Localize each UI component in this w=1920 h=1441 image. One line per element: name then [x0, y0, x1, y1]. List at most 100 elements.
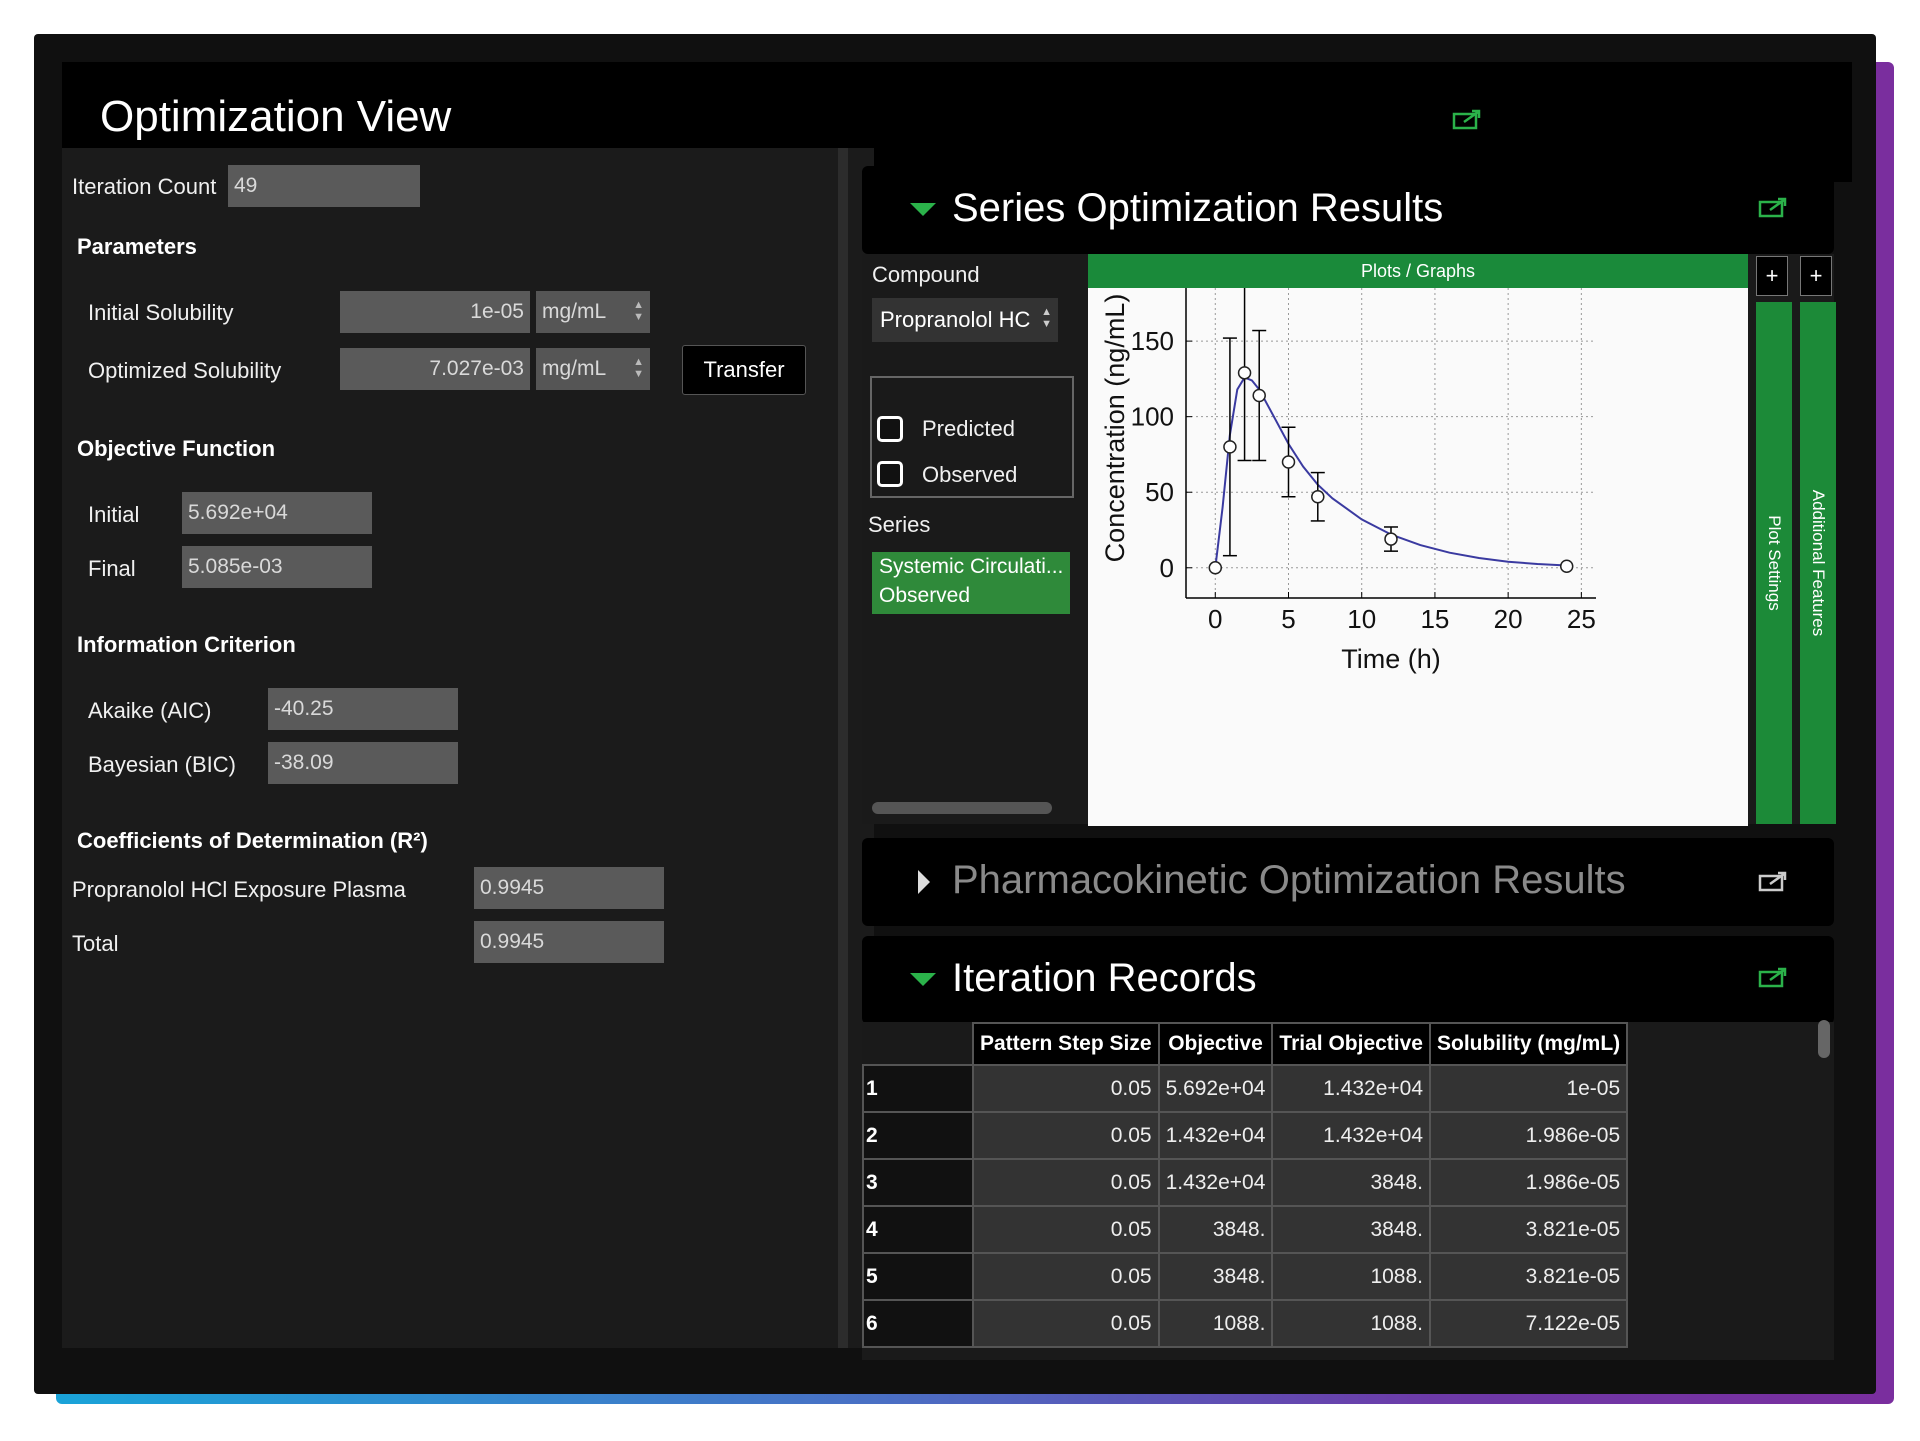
column-header[interactable]: Trial Objective: [1271, 1022, 1431, 1066]
predicted-checkbox[interactable]: [877, 416, 903, 442]
export-icon[interactable]: [1452, 108, 1482, 132]
plot-settings-tab[interactable]: Plot Settings: [1756, 302, 1792, 824]
column-header[interactable]: Pattern Step Size: [972, 1022, 1160, 1066]
step-size-cell: 0.05: [972, 1111, 1160, 1160]
series-filter-box: [870, 376, 1074, 498]
r2-plasma-field[interactable]: 0.9945: [474, 867, 664, 909]
r2-header: Coefficients of Determination (R²): [77, 828, 428, 853]
step-size-cell: 0.05: [972, 1252, 1160, 1301]
x-tick-label: 20: [1494, 604, 1523, 634]
concentration-chart: 0510152025050100150200Time (h)Concentrat…: [1100, 288, 1596, 674]
objective-initial-label: Initial: [88, 502, 140, 527]
r2-total-field[interactable]: 0.9945: [474, 921, 664, 963]
initial-solubility-unit-select[interactable]: mg/mL ▲ ▼: [536, 291, 650, 333]
table-row[interactable]: 5 0.05 3848. 1088. 3.821e-05: [862, 1252, 1629, 1301]
plot-area: [1088, 254, 1748, 826]
additional-features-add-button[interactable]: +: [1800, 256, 1832, 296]
column-header[interactable]: Objective: [1157, 1022, 1274, 1066]
pane-splitter[interactable]: [838, 148, 848, 1348]
optimized-solubility-field[interactable]: 7.027e-03: [340, 348, 530, 390]
aic-label: Akaike (AIC): [88, 698, 212, 723]
trial-objective-cell: 1088.: [1271, 1299, 1431, 1348]
x-tick-label: 0: [1208, 604, 1222, 634]
table-header-row: Pattern Step Size Objective Trial Object…: [862, 1022, 1629, 1066]
row-number-cell: 5: [862, 1252, 974, 1301]
solubility-cell: 3.821e-05: [1428, 1205, 1629, 1254]
additional-features-tab[interactable]: Additional Features: [1800, 302, 1836, 824]
y-tick-label: 50: [1145, 477, 1174, 507]
vertical-scrollbar[interactable]: [1818, 1020, 1830, 1058]
export-icon[interactable]: [1758, 966, 1788, 990]
records-panel-header[interactable]: Iteration Records: [862, 936, 1834, 1024]
aic-field[interactable]: -40.25: [268, 688, 458, 730]
step-size-cell: 0.05: [972, 1158, 1160, 1207]
objective-cell: 1.432e+04: [1157, 1111, 1274, 1160]
x-tick-label: 25: [1567, 604, 1596, 634]
objective-cell: 3848.: [1157, 1252, 1274, 1301]
pk-panel-header[interactable]: Pharmacokinetic Optimization Results: [862, 838, 1834, 926]
observed-point: [1311, 490, 1325, 504]
compound-select[interactable]: Propranolol HC ▲ ▼: [872, 298, 1058, 342]
initial-solubility-label: Initial Solubility: [88, 300, 234, 325]
row-number-cell: 2: [862, 1111, 974, 1160]
objective-final-field[interactable]: 5.085e-03: [182, 546, 372, 588]
unit-label: mg/mL: [542, 300, 607, 323]
bic-field[interactable]: -38.09: [268, 742, 458, 784]
table-row[interactable]: 2 0.05 1.432e+04 1.432e+04 1.986e-05: [862, 1111, 1629, 1160]
column-header[interactable]: Solubility (mg/mL): [1428, 1022, 1629, 1066]
observed-checkbox[interactable]: [877, 461, 903, 487]
step-size-cell: 0.05: [972, 1299, 1160, 1348]
records-table: Pattern Step Size Objective Trial Object…: [862, 1022, 1629, 1348]
collapse-triangle-icon[interactable]: [910, 973, 936, 986]
series-panel-header[interactable]: Series Optimization Results: [862, 166, 1834, 254]
trial-objective-cell: 1.432e+04: [1271, 1111, 1431, 1160]
x-tick-label: 5: [1281, 604, 1295, 634]
row-number-cell: 3: [862, 1158, 974, 1207]
objective-cell: 1088.: [1157, 1299, 1274, 1348]
objective-final-label: Final: [88, 556, 136, 581]
optimized-solubility-unit-select[interactable]: mg/mL ▲ ▼: [536, 348, 650, 390]
expand-triangle-icon[interactable]: [918, 870, 930, 894]
parameters-header: Parameters: [77, 234, 197, 259]
iteration-count-field[interactable]: 49: [228, 165, 420, 207]
objective-cell: 5.692e+04: [1157, 1064, 1274, 1113]
collapse-triangle-icon[interactable]: [910, 203, 936, 216]
table-row[interactable]: 4 0.05 3848. 3848. 3.821e-05: [862, 1205, 1629, 1254]
r2-plasma-label: Propranolol HCl Exposure Plasma: [72, 877, 406, 902]
transfer-button[interactable]: Transfer: [682, 345, 806, 395]
horizontal-scrollbar[interactable]: [872, 802, 1052, 814]
information-criterion-header: Information Criterion: [77, 632, 296, 657]
r2-total-label: Total: [72, 931, 119, 956]
iteration-count-label: Iteration Count: [72, 174, 217, 199]
series-panel-title: Series Optimization Results: [952, 186, 1444, 230]
observed-point: [1252, 388, 1266, 403]
solubility-cell: 1.986e-05: [1428, 1111, 1629, 1160]
predicted-label: Predicted: [922, 416, 1015, 441]
observed-label: Observed: [922, 462, 1018, 487]
records-panel-title: Iteration Records: [952, 956, 1257, 1000]
initial-solubility-field[interactable]: 1e-05: [340, 291, 530, 333]
window-title: Optimization View: [100, 92, 452, 141]
series-label: Series: [868, 512, 931, 537]
compound-label: Compound: [872, 262, 980, 287]
objective-function-header: Objective Function: [77, 436, 276, 461]
objective-initial-field[interactable]: 5.692e+04: [182, 492, 372, 534]
step-size-cell: 0.05: [972, 1064, 1160, 1113]
trial-objective-cell: 3848.: [1271, 1158, 1431, 1207]
y-axis-label: Concentration (ng/mL): [1100, 294, 1130, 563]
row-number-header: [862, 1022, 974, 1066]
spinner-icon: ▲ ▼: [633, 356, 644, 380]
table-row[interactable]: 3 0.05 1.432e+04 3848. 1.986e-05: [862, 1158, 1629, 1207]
export-icon[interactable]: [1758, 196, 1788, 220]
table-row[interactable]: 1 0.05 5.692e+04 1.432e+04 1e-05: [862, 1064, 1629, 1113]
table-row[interactable]: 6 0.05 1088. 1088. 7.122e-05: [862, 1299, 1629, 1348]
plot-settings-add-button[interactable]: +: [1756, 256, 1788, 296]
step-size-cell: 0.05: [972, 1205, 1160, 1254]
y-tick-label: 100: [1131, 402, 1174, 432]
series-item-type: Observed: [879, 584, 971, 607]
plots-graphs-bar[interactable]: Plots / Graphs: [1088, 254, 1748, 288]
bic-label: Bayesian (BIC): [88, 752, 236, 777]
row-number-cell: 1: [862, 1064, 974, 1113]
series-list-item[interactable]: Systemic Circulati... Observed: [872, 552, 1070, 614]
export-icon[interactable]: [1758, 870, 1788, 894]
